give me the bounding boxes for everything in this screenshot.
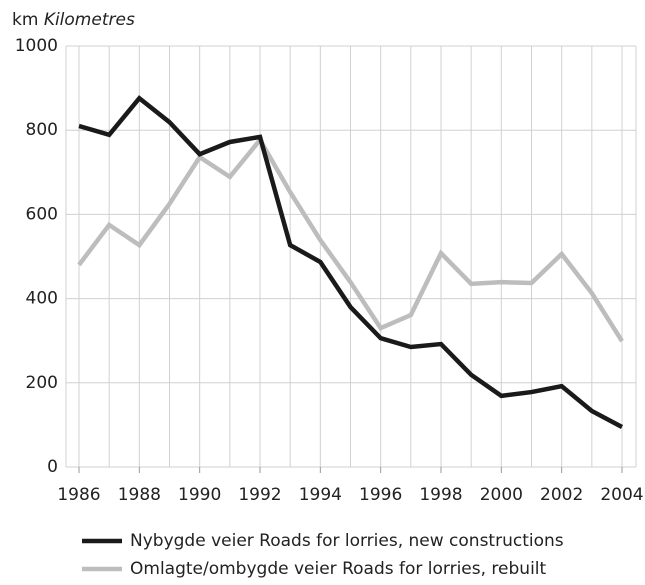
unit-label: Kilometres — [44, 10, 135, 30]
y-tick-label: 0 — [47, 457, 58, 477]
unit: km — [12, 10, 38, 30]
x-tick-label: 1994 — [299, 485, 342, 505]
y-tick-label: 200 — [26, 373, 58, 393]
series-line — [77, 135, 624, 343]
y-tick-label: 1000 — [15, 36, 58, 56]
series-line — [78, 95, 624, 429]
x-tick-label: 1988 — [118, 485, 161, 505]
y-tick-label: 600 — [26, 204, 58, 224]
x-tick-label: 1996 — [359, 485, 402, 505]
y-tick-label: 400 — [26, 289, 58, 309]
x-tick-label: 1986 — [57, 485, 100, 505]
x-tick-label: 1992 — [238, 485, 281, 505]
y-tick-label: 800 — [26, 120, 58, 140]
x-tick-label: 1990 — [178, 485, 221, 505]
x-tick-label: 2002 — [540, 485, 583, 505]
legend-label: Nybygde veier Roads for lorries, new con… — [130, 531, 564, 551]
x-tick-label: 1998 — [419, 485, 462, 505]
unit-title: km Kilometres — [12, 10, 135, 30]
x-tick-label: 2004 — [600, 485, 643, 505]
x-tick-label: 2000 — [480, 485, 523, 505]
legend-label: Omlagte/ombygde veier Roads for lorries,… — [130, 559, 547, 579]
